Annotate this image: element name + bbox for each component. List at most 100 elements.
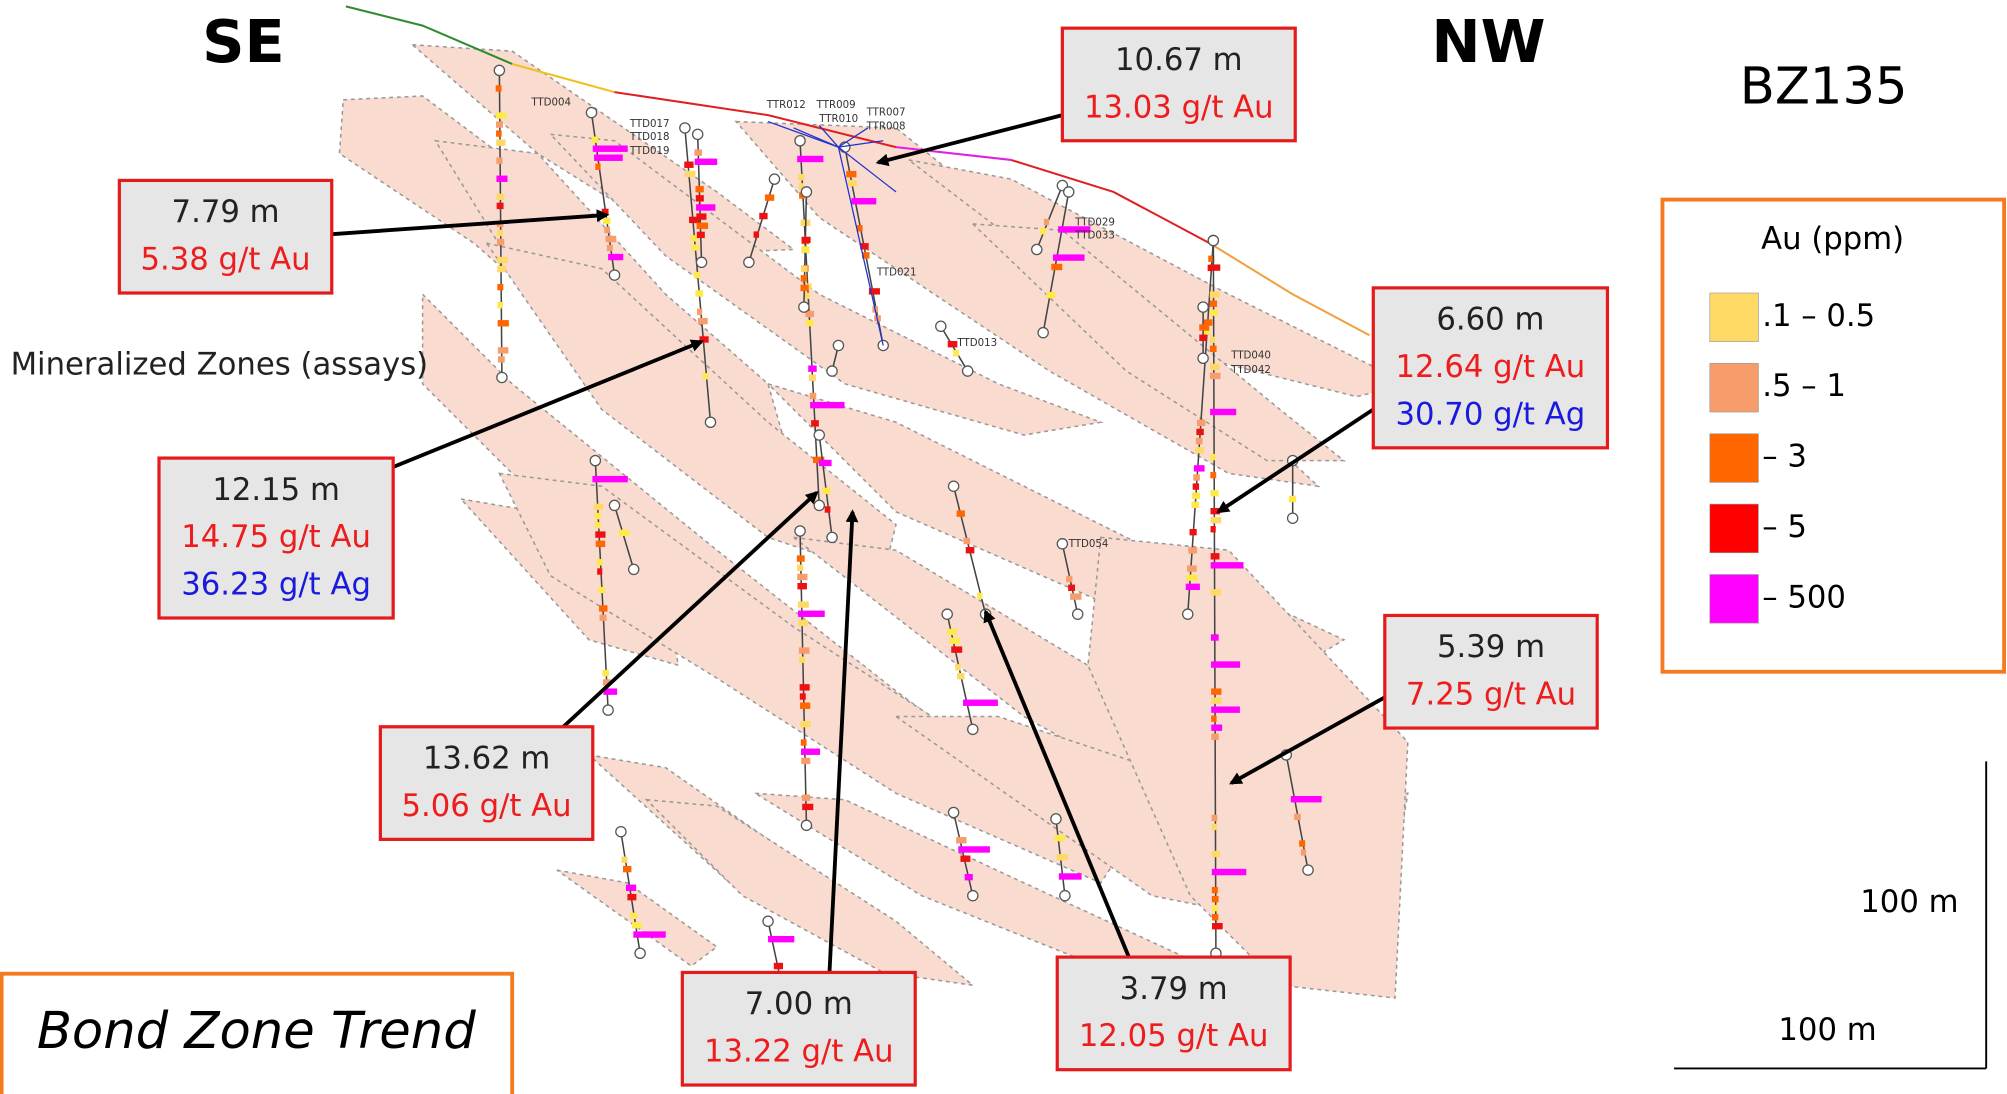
assay-interval <box>1210 472 1216 478</box>
legend-label: – 500 <box>1762 580 1846 615</box>
legend-label: .5 – 1 <box>1762 369 1846 404</box>
cross-section: TTD004TTD017TTD018TTD019TTR012TTR009TTR0… <box>0 0 2007 1094</box>
assay-interval <box>496 176 507 182</box>
assay-interval <box>1188 547 1197 553</box>
assay-interval <box>1051 264 1062 270</box>
assay-interval <box>696 195 704 201</box>
direction-label: SE <box>202 7 285 76</box>
collar <box>693 129 703 139</box>
assay-interval <box>819 460 832 466</box>
assay-interval <box>595 531 605 537</box>
hole-end <box>635 948 645 958</box>
assay-interval <box>1053 254 1085 260</box>
hole-end <box>1038 328 1048 338</box>
assay-interval <box>497 266 506 272</box>
assay-interval <box>754 231 759 237</box>
hole-label: TTD033 <box>1074 230 1115 241</box>
assay-interval <box>955 664 961 670</box>
assay-interval <box>809 375 816 381</box>
assay-interval <box>496 121 503 127</box>
assay-interval <box>1192 493 1200 499</box>
assay-interval <box>1211 706 1240 712</box>
assay-interval <box>1211 715 1216 721</box>
assay-interval <box>626 885 636 891</box>
assay-interval <box>695 290 703 296</box>
assay-interval <box>698 318 708 324</box>
assay-interval <box>697 223 708 229</box>
hole-label: TTR007 <box>866 108 906 119</box>
assay-interval <box>1211 562 1244 568</box>
assay-interval <box>695 186 703 192</box>
assay-interval <box>806 320 814 326</box>
assay-interval <box>1212 923 1223 929</box>
assay-interval <box>957 510 965 516</box>
collar <box>586 107 596 117</box>
assay-interval <box>799 647 810 653</box>
assay-interval <box>1211 725 1222 731</box>
assay-interval <box>1210 490 1218 496</box>
assay-interval <box>1291 796 1322 802</box>
assay-interval <box>1199 324 1209 330</box>
assay-interval <box>765 194 774 200</box>
hole-label: TTR010 <box>818 114 858 125</box>
assay-interval <box>948 341 958 347</box>
assay-interval <box>1211 517 1222 523</box>
assay-interval <box>797 555 805 561</box>
callout-text: 7.00 m <box>745 987 853 1022</box>
assay-interval <box>1212 896 1219 902</box>
callout-text: 12.64 g/t Au <box>1396 350 1586 385</box>
callout-text: 6.60 m <box>1436 303 1544 338</box>
assay-interval <box>633 931 665 937</box>
hole-end <box>814 500 824 510</box>
assay-interval <box>1186 584 1200 590</box>
assay-interval <box>1196 438 1203 444</box>
assay-interval <box>1210 310 1218 316</box>
assay-interval <box>951 646 962 652</box>
collar <box>763 916 773 926</box>
hole-end <box>1032 244 1042 254</box>
assay-interval <box>1210 364 1220 370</box>
assay-interval <box>594 155 623 161</box>
assay-interval <box>498 320 509 326</box>
assay-interval <box>597 559 603 565</box>
callout-text: 36.23 g/t Ag <box>181 568 371 603</box>
assay-interval <box>958 846 990 852</box>
section-note: Mineralized Zones (assays) <box>11 347 429 382</box>
assay-interval <box>606 236 617 242</box>
assay-interval <box>604 227 610 233</box>
assay-interval <box>1068 585 1075 591</box>
callout-text: 5.39 m <box>1437 630 1545 665</box>
assay-interval <box>801 275 807 281</box>
assay-interval <box>599 605 607 611</box>
hole-end <box>744 257 754 267</box>
callout-text: 7.79 m <box>172 195 280 230</box>
callout-text: 5.06 g/t Au <box>401 789 571 824</box>
assay-interval <box>1196 429 1203 435</box>
assay-interval <box>697 232 705 238</box>
assay-interval <box>498 347 508 353</box>
assay-interval <box>630 913 637 919</box>
assay-interval <box>497 257 508 263</box>
hole-end <box>968 891 978 901</box>
legend-swatch <box>1710 434 1759 483</box>
assay-interval <box>963 700 998 706</box>
assay-interval <box>1301 849 1306 855</box>
hole-end <box>799 302 809 312</box>
assay-interval <box>1212 815 1218 821</box>
collar <box>590 456 600 466</box>
assay-interval <box>1193 474 1200 480</box>
hole-label: TTR008 <box>866 122 906 133</box>
assay-interval <box>684 162 693 168</box>
assay-interval <box>1210 291 1220 297</box>
assay-interval <box>1199 335 1207 341</box>
assay-interval <box>810 393 817 399</box>
collar <box>795 136 805 146</box>
assay-interval <box>598 587 605 593</box>
hole-end <box>603 705 613 715</box>
assay-interval <box>595 522 601 528</box>
assay-interval <box>496 130 502 136</box>
collar <box>1198 302 1208 312</box>
assay-interval <box>1212 914 1218 920</box>
assay-interval <box>1210 337 1215 343</box>
assay-interval <box>1046 292 1055 298</box>
